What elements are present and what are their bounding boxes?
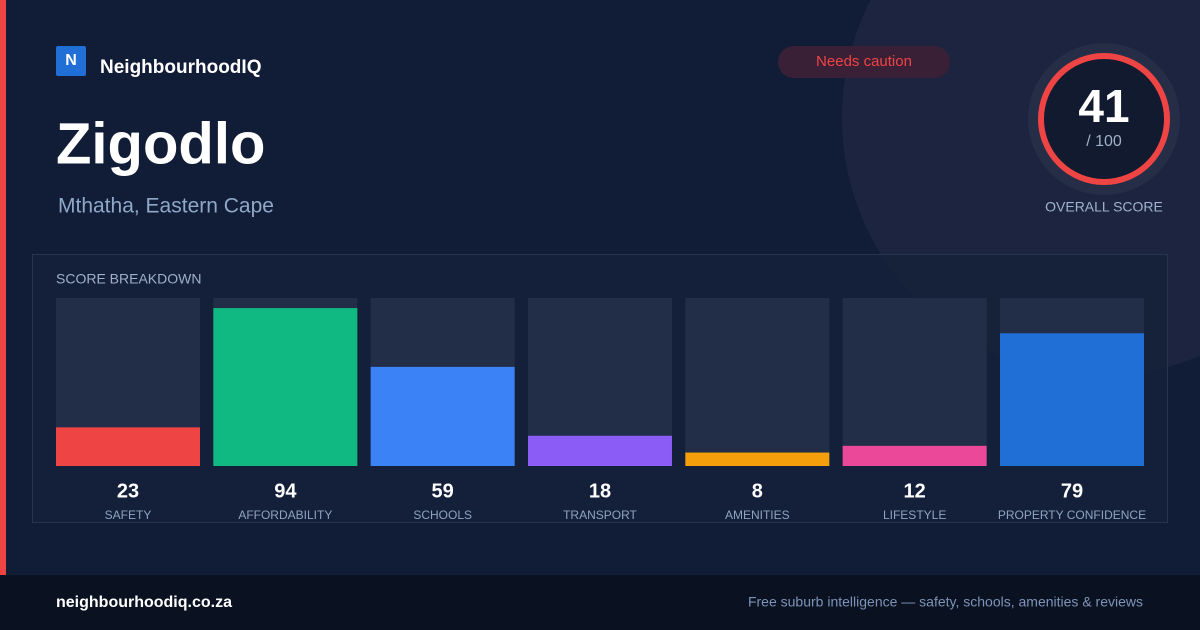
suburb-title: Zigodlo xyxy=(56,111,265,176)
score-max: / 100 xyxy=(1086,133,1122,150)
badge-pill xyxy=(778,46,950,78)
category-label: PROPERTY CONFIDENCE xyxy=(998,508,1146,522)
badge-text: Needs caution xyxy=(816,53,912,70)
score-ring xyxy=(1038,53,1170,185)
footer-tagline: Free suburb intelligence — safety, schoo… xyxy=(748,594,1143,610)
category-label: AMENITIES xyxy=(725,508,790,522)
category-label: AFFORDABILITY xyxy=(238,508,332,522)
value-label: 79 xyxy=(1061,480,1083,502)
category-label: SCHOOLS xyxy=(413,508,472,522)
bar xyxy=(999,333,1144,466)
logo-box xyxy=(56,46,86,76)
bar xyxy=(56,427,200,466)
footer-url: neighbourhoodiq.co.za xyxy=(56,594,232,611)
brand-name: NeighbourhoodIQ xyxy=(100,57,261,78)
category-label: TRANSPORT xyxy=(563,508,637,522)
score-label: OVERALL SCORE xyxy=(1045,199,1163,215)
value-label: 59 xyxy=(432,480,454,502)
bar xyxy=(527,435,672,466)
bar xyxy=(370,366,515,466)
bar xyxy=(685,452,830,466)
value-label: 8 xyxy=(752,480,763,502)
value-label: 18 xyxy=(589,480,611,502)
breakdown-title: SCORE BREAKDOWN xyxy=(56,271,201,287)
bar xyxy=(213,308,358,466)
bar-track xyxy=(685,298,830,466)
bar xyxy=(842,445,987,466)
location: Mthatha, Eastern Cape xyxy=(58,195,274,218)
footer xyxy=(0,575,1200,630)
logo-letter: N xyxy=(65,52,77,69)
bar-chart: 23 SAFETY 94 AFFORDABILITY 59 SCHOOLS 18 TRANSP… xyxy=(56,298,1146,522)
value-label: 94 xyxy=(274,480,297,502)
value-label: 23 xyxy=(117,480,139,502)
bar-track xyxy=(842,298,987,466)
category-label: LIFESTYLE xyxy=(883,508,946,522)
value-label: 12 xyxy=(904,480,926,502)
accent-strip xyxy=(0,0,6,575)
score-value: 41 xyxy=(1078,80,1129,132)
category-label: SAFETY xyxy=(105,508,152,522)
